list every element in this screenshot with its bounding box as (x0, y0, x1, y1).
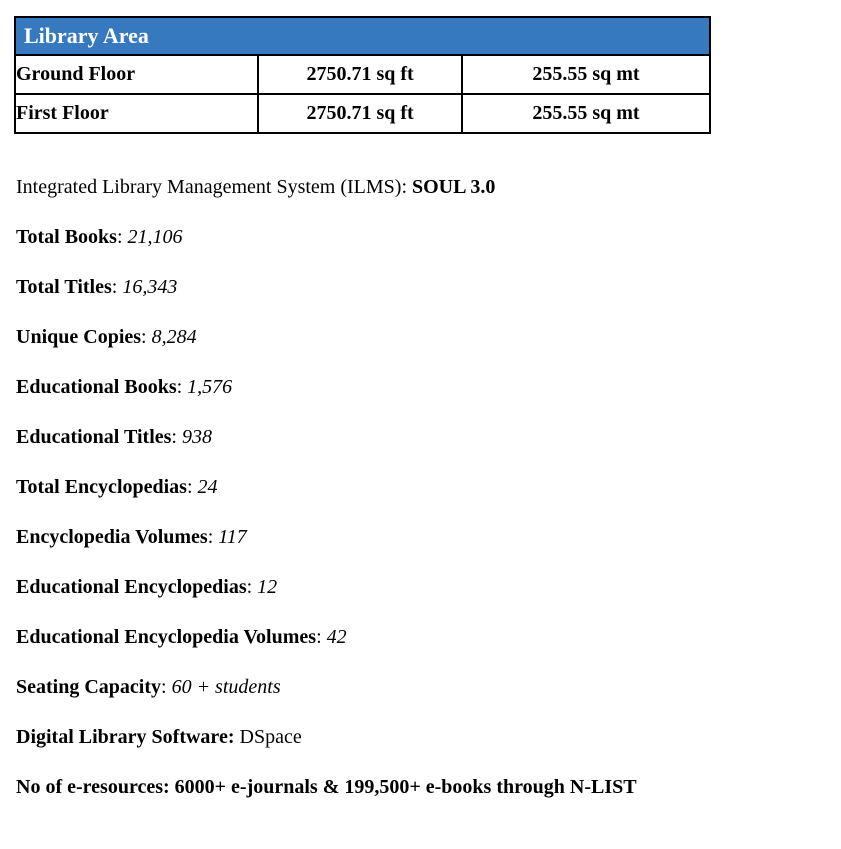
info-line-segment: No of e-resources: 6000+ e-journals & 19… (16, 776, 637, 798)
info-line-segment: 21,106 (127, 226, 183, 248)
info-line: Educational Encyclopedias: 12 (16, 576, 841, 599)
table-row: First Floor 2750.71 sq ft 255.55 sq mt (13, 93, 712, 134)
info-line-segment: 24 (197, 476, 218, 498)
info-line-segment: : (186, 476, 198, 498)
info-line: Total Titles: 16,343 (16, 276, 841, 299)
floor-label-cell: First Floor (13, 93, 260, 134)
info-line-segment: Educational Books (16, 376, 177, 398)
info-line: Encyclopedia Volumes: 117 (16, 526, 841, 549)
info-line: Integrated Library Management System (IL… (16, 176, 841, 199)
info-line-segment: : (111, 276, 123, 298)
info-line-segment: : (207, 526, 219, 548)
area-sqft-cell: 2750.71 sq ft (257, 93, 463, 134)
info-line-segment: 117 (218, 526, 247, 548)
info-line-segment: 8,284 (151, 326, 197, 348)
area-sqmt-cell: 255.55 sq mt (460, 93, 712, 134)
floor-label-cell: Ground Floor (13, 54, 260, 95)
info-line: No of e-resources: 6000+ e-journals & 19… (16, 776, 841, 799)
info-line-segment: 1,576 (187, 376, 233, 398)
info-line-segment: Educational Encyclopedia Volumes (16, 626, 317, 648)
info-line-segment: 60 + students (171, 676, 281, 698)
info-line-segment: Encyclopedia Volumes (16, 526, 208, 548)
info-line: Total Encyclopedias: 24 (16, 476, 841, 499)
info-line: Digital Library Software: DSpace (16, 726, 841, 749)
table-header-library-area: Library Area (14, 16, 711, 56)
area-sqft-cell: 2750.71 sq ft (257, 54, 463, 95)
info-line-segment: 938 (181, 426, 212, 448)
info-line-segment: 12 (257, 576, 278, 598)
info-line-segment: Educational Encyclopedias (16, 576, 247, 598)
info-line-segment: 42 (326, 626, 347, 648)
info-line: Educational Books: 1,576 (16, 376, 841, 399)
info-line-segment: Total Books (16, 226, 117, 248)
info-line-segment: Educational Titles (16, 426, 172, 448)
info-line-segment: : (141, 326, 152, 348)
info-line-segment: SOUL 3.0 (412, 176, 496, 198)
info-line-segment: 16,343 (122, 276, 178, 298)
info-line-segment: : (116, 226, 128, 248)
info-line: Educational Encyclopedia Volumes: 42 (16, 626, 841, 649)
info-line-segment: : (246, 576, 258, 598)
library-stats-list: Integrated Library Management System (IL… (14, 176, 841, 799)
info-line: Seating Capacity: 60 + students (16, 676, 841, 699)
info-line-segment: : (316, 626, 327, 648)
info-line-segment: : (176, 376, 188, 398)
info-line-segment: Unique Copies (16, 326, 142, 348)
info-line-segment: Total Encyclopedias (16, 476, 187, 498)
area-sqmt-cell: 255.55 sq mt (460, 54, 712, 95)
info-line-segment: : (161, 676, 172, 698)
library-area-table: Library Area Ground Floor 2750.71 sq ft 25… (13, 16, 712, 134)
info-line-segment: Total Titles (16, 276, 112, 298)
table-header-row: Library Area (14, 16, 711, 56)
info-line-segment: Integrated Library Management System (IL… (16, 176, 412, 198)
info-line-segment: : (171, 426, 182, 448)
info-line: Unique Copies: 8,284 (16, 326, 841, 349)
info-line-segment: Digital Library Software: (16, 726, 240, 748)
table-row: Ground Floor 2750.71 sq ft 255.55 sq mt (13, 54, 712, 95)
info-line-segment: Seating Capacity (16, 676, 161, 698)
info-line: Total Books: 21,106 (16, 226, 841, 249)
info-line-segment: DSpace (239, 726, 302, 748)
info-line: Educational Titles: 938 (16, 426, 841, 449)
